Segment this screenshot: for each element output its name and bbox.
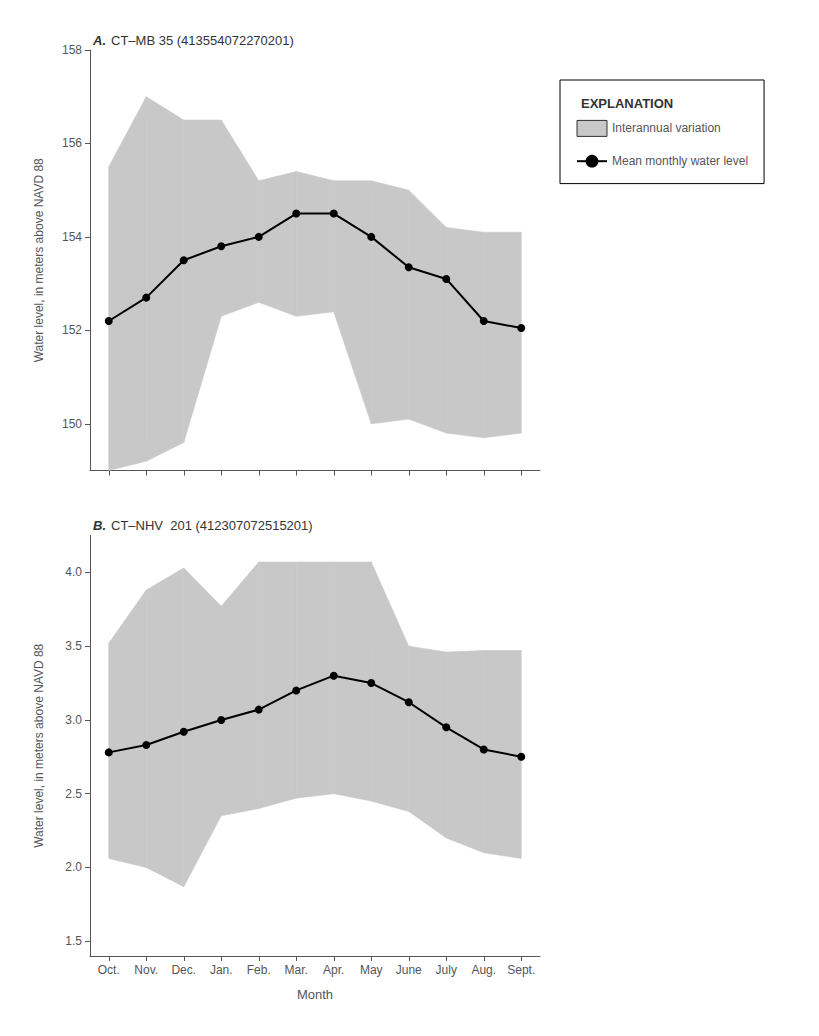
svg-text:3.0: 3.0 <box>65 713 82 727</box>
svg-text:Aug.: Aug. <box>471 963 496 977</box>
svg-text:B.: B. <box>93 518 106 533</box>
svg-text:154: 154 <box>62 230 82 244</box>
svg-text:3.5: 3.5 <box>65 639 82 653</box>
svg-text:Water level, in meters above N: Water level, in meters above NAVD 88 <box>32 158 46 362</box>
svg-text:Oct.: Oct. <box>98 963 120 977</box>
svg-text:CT–MB 35 (413554072270201): CT–MB 35 (413554072270201) <box>111 33 294 48</box>
svg-text:2.5: 2.5 <box>65 787 82 801</box>
svg-text:Water level, in meters above N: Water level, in meters above NAVD 88 <box>32 643 46 847</box>
svg-text:July: July <box>436 963 457 977</box>
svg-text:Feb.: Feb. <box>247 963 271 977</box>
svg-text:150: 150 <box>62 417 82 431</box>
svg-text:4.0: 4.0 <box>65 565 82 579</box>
svg-text:Nov.: Nov. <box>134 963 158 977</box>
svg-text:156: 156 <box>62 136 82 150</box>
svg-text:Mean monthly water level: Mean monthly water level <box>612 154 748 168</box>
svg-text:Month: Month <box>297 987 333 1002</box>
svg-text:Sept.: Sept. <box>507 963 535 977</box>
svg-text:June: June <box>396 963 422 977</box>
svg-text:Jan.: Jan. <box>210 963 233 977</box>
svg-text:1.5: 1.5 <box>65 934 82 948</box>
svg-text:158: 158 <box>62 43 82 57</box>
svg-text:Interannual variation: Interannual variation <box>612 121 721 135</box>
svg-text:Apr.: Apr. <box>323 963 344 977</box>
svg-text:CT–NHV 201 (412307072515201): CT–NHV 201 (412307072515201) <box>111 518 313 533</box>
svg-text:Dec.: Dec. <box>171 963 196 977</box>
svg-text:2.0: 2.0 <box>65 860 82 874</box>
svg-text:A.: A. <box>92 33 106 48</box>
svg-text:Mar.: Mar. <box>285 963 308 977</box>
svg-text:EXPLANATION: EXPLANATION <box>581 96 673 111</box>
svg-text:May: May <box>360 963 383 977</box>
svg-text:152: 152 <box>62 323 82 337</box>
